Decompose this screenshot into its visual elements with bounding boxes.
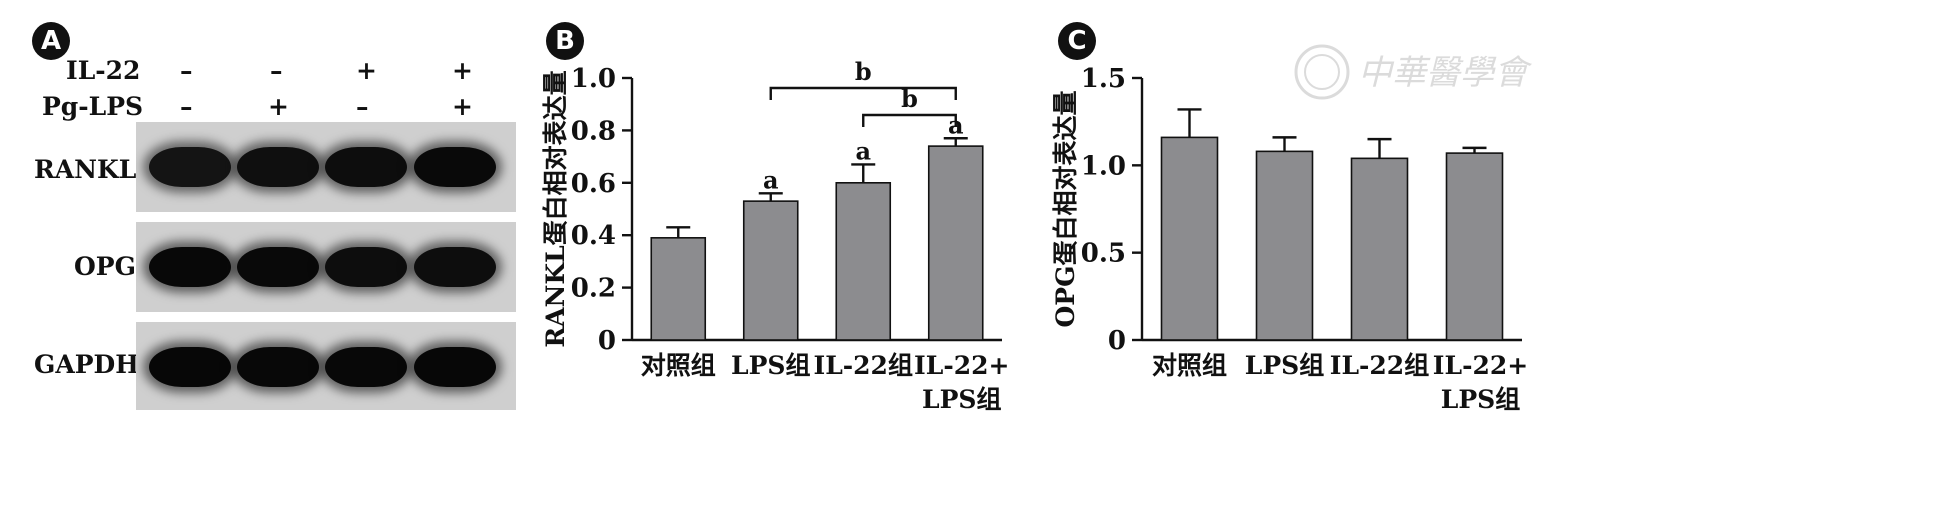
rankl-chart-significance-label: a — [855, 136, 871, 165]
band-gapdh-lane-3 — [325, 347, 407, 387]
rankl-chart-bracket-label: b — [901, 84, 918, 113]
il22-sign-lane-1: – — [180, 56, 193, 85]
opg-chart-y-tick-label: 0.5 — [1081, 239, 1126, 269]
rankl-chart-bracket-label: b — [855, 57, 872, 86]
rankl-chart-category-label: IL-22组 — [814, 351, 913, 380]
rankl-chart-comparison-bracket — [769, 86, 957, 100]
band-opg-lane-4 — [414, 247, 496, 287]
treatment-label-pglps: Pg-LPS — [42, 92, 144, 121]
blot-strip-rankl — [136, 122, 516, 212]
il22-sign-lane-3: + — [356, 56, 377, 85]
panel-c-badge: C — [1058, 22, 1096, 60]
rankl-chart-y-tick-label: 0.6 — [571, 169, 616, 199]
watermark-text: 中華醫學會 — [1358, 53, 1533, 93]
pglps-sign-lane-3: – — [356, 92, 369, 121]
opg-chart-bar — [1255, 150, 1314, 341]
rankl-chart-category-label: LPS组 — [731, 351, 810, 380]
band-rankl-lane-2 — [237, 147, 319, 187]
opg-chart-category-label: LPS组 — [1245, 351, 1324, 380]
band-rankl-lane-4 — [414, 147, 496, 187]
blot-strip-gapdh — [136, 322, 516, 410]
rankl-chart-significance-label: a — [763, 165, 779, 194]
opg-chart-bar — [1350, 157, 1409, 341]
band-gapdh-lane-4 — [414, 347, 496, 387]
rankl-chart-bar — [835, 182, 892, 341]
band-gapdh-lane-1 — [149, 347, 231, 387]
band-opg-lane-3 — [325, 247, 407, 287]
opg-chart-bar — [1445, 152, 1504, 341]
band-label-gapdh: GAPDH — [34, 350, 139, 379]
opg-chart-y-tick-label: 1.0 — [1081, 151, 1126, 181]
opg-chart-y-tick-label: 1.5 — [1081, 64, 1126, 94]
rankl-chart-y-axis-label: RANKL蛋白相对表达量 — [541, 70, 570, 347]
band-rankl-lane-3 — [325, 147, 407, 187]
pglps-sign-lane-1: – — [180, 92, 193, 121]
blot-strip-opg — [136, 222, 516, 312]
panel-b-badge: B — [546, 22, 584, 60]
opg-chart-category-label: IL-22组 — [1330, 351, 1429, 380]
opg-chart-category-label: 对照组 — [1152, 351, 1227, 380]
rankl-chart-y-tick-label: 0 — [598, 326, 616, 356]
opg-chart-y-axis-label: OPG蛋白相对表达量 — [1051, 91, 1080, 328]
opg-chart-category-label: LPS组 — [1441, 385, 1520, 414]
band-opg-lane-1 — [149, 247, 231, 287]
treatment-label-il22: IL-22 — [66, 56, 141, 85]
rankl-chart-bar — [742, 200, 799, 341]
rankl-chart-comparison-bracket — [862, 113, 957, 127]
rankl-chart-bar — [650, 237, 707, 341]
band-label-opg: OPG — [74, 252, 136, 281]
band-opg-lane-2 — [237, 247, 319, 287]
rankl-bar-chart: RANKL蛋白相对表达量 0 0.2 0.4 0.6 0.8 1.0 对照组 a LPS组 a IL-… — [541, 57, 1009, 414]
rankl-chart-bar — [927, 145, 984, 341]
il22-sign-lane-4: + — [452, 56, 473, 85]
rankl-chart-category-label: LPS组 — [922, 385, 1001, 414]
rankl-chart-y-tick-label: 0.8 — [571, 116, 616, 146]
il22-sign-lane-2: – — [270, 56, 283, 85]
band-label-rankl: RANKL — [34, 155, 137, 184]
band-rankl-lane-1 — [149, 147, 231, 187]
rankl-chart-category-label: IL-22+ — [914, 351, 1009, 380]
rankl-chart-y-tick-label: 1.0 — [571, 64, 616, 94]
opg-chart-bar — [1160, 136, 1219, 341]
panel-a-badge: A — [32, 22, 70, 60]
band-gapdh-lane-2 — [237, 347, 319, 387]
rankl-chart-category-label: 对照组 — [641, 351, 716, 380]
pglps-sign-lane-4: + — [452, 92, 473, 121]
pglps-sign-lane-2: + — [268, 92, 289, 121]
opg-chart-category-label: IL-22+ — [1433, 351, 1528, 380]
rankl-chart-y-tick-label: 0.2 — [571, 274, 616, 304]
rankl-chart-y-tick-label: 0.4 — [571, 221, 616, 251]
society-seal-watermark: 中華醫學會 — [1294, 44, 1533, 100]
opg-chart-y-tick-label: 0 — [1108, 326, 1126, 356]
